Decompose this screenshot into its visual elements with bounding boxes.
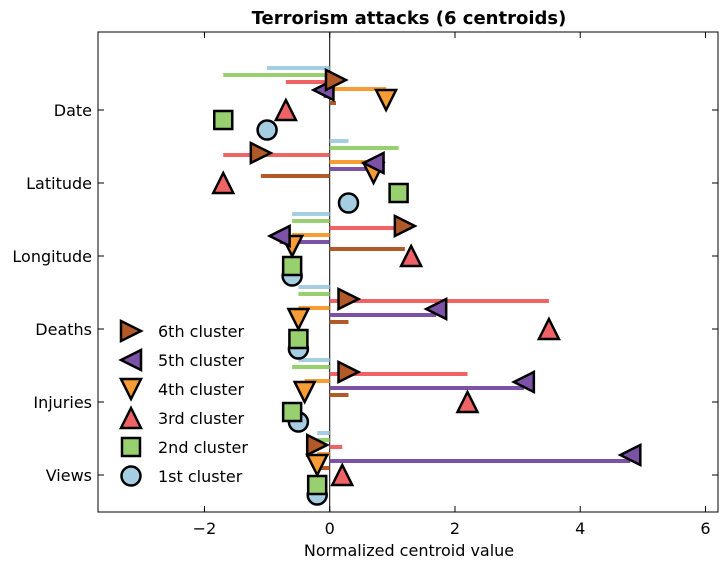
marker-date-s5 — [256, 119, 278, 141]
marker-longitude-s0 — [393, 213, 418, 239]
x-tick-label: 2 — [450, 519, 460, 538]
marker-injuries-s0 — [337, 359, 362, 385]
legend-marker-s4 — [120, 436, 142, 458]
marker-views-s1 — [617, 442, 642, 468]
marker-latitude-s3 — [211, 170, 236, 195]
marker-latitude-s0 — [249, 140, 274, 166]
category-label-longitude: Longitude — [12, 247, 92, 266]
marker-deaths-s1 — [423, 296, 448, 322]
marker-views-s4 — [306, 474, 328, 496]
marker-date-s4 — [213, 109, 234, 131]
marker-deaths-s4 — [288, 328, 309, 350]
marker-deaths-s0 — [337, 286, 362, 312]
marker-deaths-s3 — [536, 316, 561, 341]
legend-marker-s1 — [118, 347, 143, 373]
marker-views-s3 — [330, 462, 355, 487]
legend-label-s1: 5th cluster — [158, 351, 245, 370]
marker-deaths-s2 — [286, 307, 311, 332]
x-tick-label: 6 — [700, 519, 710, 538]
x-tick-label: 4 — [575, 519, 585, 538]
marker-date-s0 — [324, 67, 349, 93]
axes: −2 0 2 4 6 Date Latitude Longitude Deaths Injurie… — [12, 31, 719, 538]
marker-injuries-s3 — [455, 389, 480, 414]
category-label-latitude: Latitude — [26, 174, 92, 193]
x-tick-label: 0 — [325, 519, 335, 538]
marker-views-s0 — [305, 432, 330, 458]
legend-marker-s3 — [118, 405, 144, 430]
marker-longitude-s3 — [399, 243, 424, 268]
category-label-injuries: Injuries — [33, 393, 92, 412]
plot-frame — [97, 31, 719, 513]
chart-title: Terrorism attacks (6 centroids) — [252, 8, 567, 29]
marker-latitude-s5 — [337, 192, 360, 214]
legend-label-s2: 4th cluster — [158, 380, 245, 399]
legend-label-s3: 3rd cluster — [158, 409, 245, 428]
marker-injuries-s2 — [292, 380, 317, 405]
category-label-views: Views — [46, 466, 92, 485]
x-tick-label: −2 — [193, 519, 217, 538]
marker-views-s2 — [305, 453, 330, 478]
marker-latitude-s1 — [360, 150, 385, 176]
marker-longitude-s1 — [266, 223, 291, 249]
legend-label-s4: 2nd cluster — [158, 438, 248, 457]
legend-label-s5: 1st cluster — [158, 467, 243, 486]
x-axis-label: Normalized centroid value — [304, 541, 514, 560]
plot-area — [211, 32, 642, 512]
legend-label-s0: 6th cluster — [158, 322, 245, 341]
marker-date-s2 — [374, 88, 399, 113]
category-label-deaths: Deaths — [35, 320, 92, 339]
legend-marker-s2 — [118, 377, 144, 402]
marker-injuries-s1 — [511, 369, 536, 395]
legend-marker-s5 — [120, 465, 142, 487]
marker-date-s3 — [273, 97, 298, 122]
marker-latitude-s4 — [388, 182, 409, 204]
legend: 6th cluster 5th cluster 4th cluster 3rd clu… — [118, 318, 248, 487]
marker-longitude-s4 — [281, 255, 303, 277]
legend-marker-s0 — [119, 318, 144, 344]
marker-injuries-s4 — [281, 401, 303, 423]
category-label-date: Date — [54, 101, 92, 120]
